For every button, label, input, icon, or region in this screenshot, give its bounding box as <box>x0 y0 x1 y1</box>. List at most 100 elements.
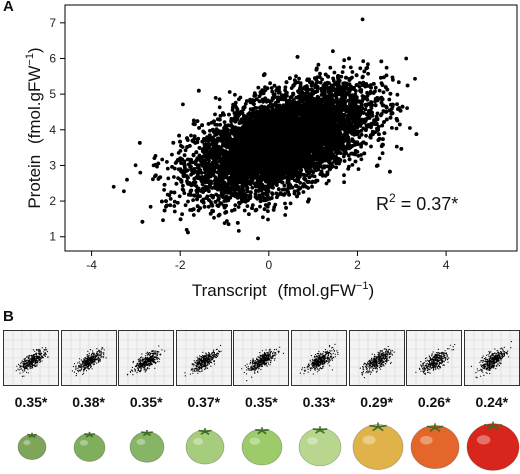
data-point <box>208 128 212 133</box>
data-point <box>301 190 306 194</box>
data-point <box>363 107 368 112</box>
data-point <box>244 99 249 103</box>
panel-a-label: A <box>3 0 14 15</box>
data-point <box>233 203 238 208</box>
data-point <box>384 65 389 70</box>
data-point <box>258 204 262 209</box>
panel-b-label: B <box>3 308 14 325</box>
data-point <box>248 107 253 112</box>
data-point <box>296 191 301 196</box>
scatter-points <box>111 17 419 241</box>
data-point <box>227 90 232 94</box>
data-point <box>405 106 409 110</box>
data-point <box>232 188 237 193</box>
data-point <box>376 124 381 129</box>
data-point <box>357 81 362 85</box>
data-point <box>358 66 363 71</box>
data-point <box>215 123 220 127</box>
data-point <box>350 137 355 142</box>
data-point <box>356 167 361 172</box>
data-point <box>364 133 368 138</box>
data-point <box>168 197 173 201</box>
data-point <box>316 62 321 67</box>
data-point <box>381 90 386 95</box>
data-point <box>247 212 251 217</box>
data-point <box>256 236 260 241</box>
data-point <box>212 215 216 220</box>
data-point <box>182 191 187 196</box>
data-point <box>226 222 231 227</box>
data-point <box>395 102 399 107</box>
data-point <box>222 120 227 124</box>
data-point <box>256 85 261 90</box>
data-point <box>283 85 288 90</box>
data-point <box>172 175 176 179</box>
data-point <box>375 111 380 116</box>
data-point <box>350 163 355 167</box>
data-point <box>331 49 335 54</box>
data-point <box>217 97 222 102</box>
data-point <box>283 213 288 217</box>
data-point <box>384 73 389 78</box>
data-point <box>186 199 190 204</box>
data-point <box>359 144 363 149</box>
data-point <box>217 105 222 110</box>
data-point <box>342 159 347 163</box>
data-point <box>243 102 248 106</box>
data-point <box>339 74 344 79</box>
data-point <box>275 195 279 200</box>
data-point <box>380 151 385 156</box>
data-point <box>195 140 200 145</box>
data-point <box>161 218 165 223</box>
data-point <box>169 190 174 195</box>
data-point <box>254 106 259 110</box>
data-point <box>170 152 174 157</box>
data-point <box>285 188 290 193</box>
data-point <box>261 215 265 220</box>
data-point <box>330 161 334 166</box>
data-point <box>373 89 377 94</box>
data-point <box>282 193 286 197</box>
data-point <box>175 200 180 205</box>
data-point <box>348 76 353 81</box>
data-point <box>310 184 314 189</box>
data-point <box>294 74 298 79</box>
data-point <box>394 144 399 149</box>
data-point <box>228 195 233 200</box>
data-point <box>413 76 417 81</box>
data-point <box>160 157 165 162</box>
data-point <box>133 163 138 168</box>
data-point <box>265 98 270 103</box>
data-point <box>326 178 331 183</box>
data-point <box>390 126 394 130</box>
data-point <box>166 176 171 181</box>
data-point <box>312 174 317 179</box>
data-point <box>177 194 182 199</box>
data-point <box>341 154 346 159</box>
data-point <box>168 203 173 208</box>
data-point <box>350 70 355 74</box>
data-point <box>172 199 177 204</box>
data-point <box>172 209 177 214</box>
data-point <box>366 71 370 76</box>
data-point <box>191 213 196 217</box>
data-point <box>272 83 277 88</box>
data-point <box>236 229 241 233</box>
data-point <box>266 217 270 222</box>
data-point <box>260 97 265 102</box>
data-point <box>192 134 197 139</box>
data-point <box>189 172 194 177</box>
data-point <box>320 77 324 82</box>
data-point <box>288 201 293 206</box>
data-point <box>201 197 206 202</box>
data-point <box>180 212 185 217</box>
data-point <box>268 81 272 86</box>
data-point <box>328 65 333 70</box>
data-point <box>189 133 193 138</box>
data-point <box>348 65 353 70</box>
data-point <box>373 85 378 90</box>
data-point <box>250 185 255 190</box>
data-point <box>233 92 237 97</box>
data-point <box>213 112 217 117</box>
